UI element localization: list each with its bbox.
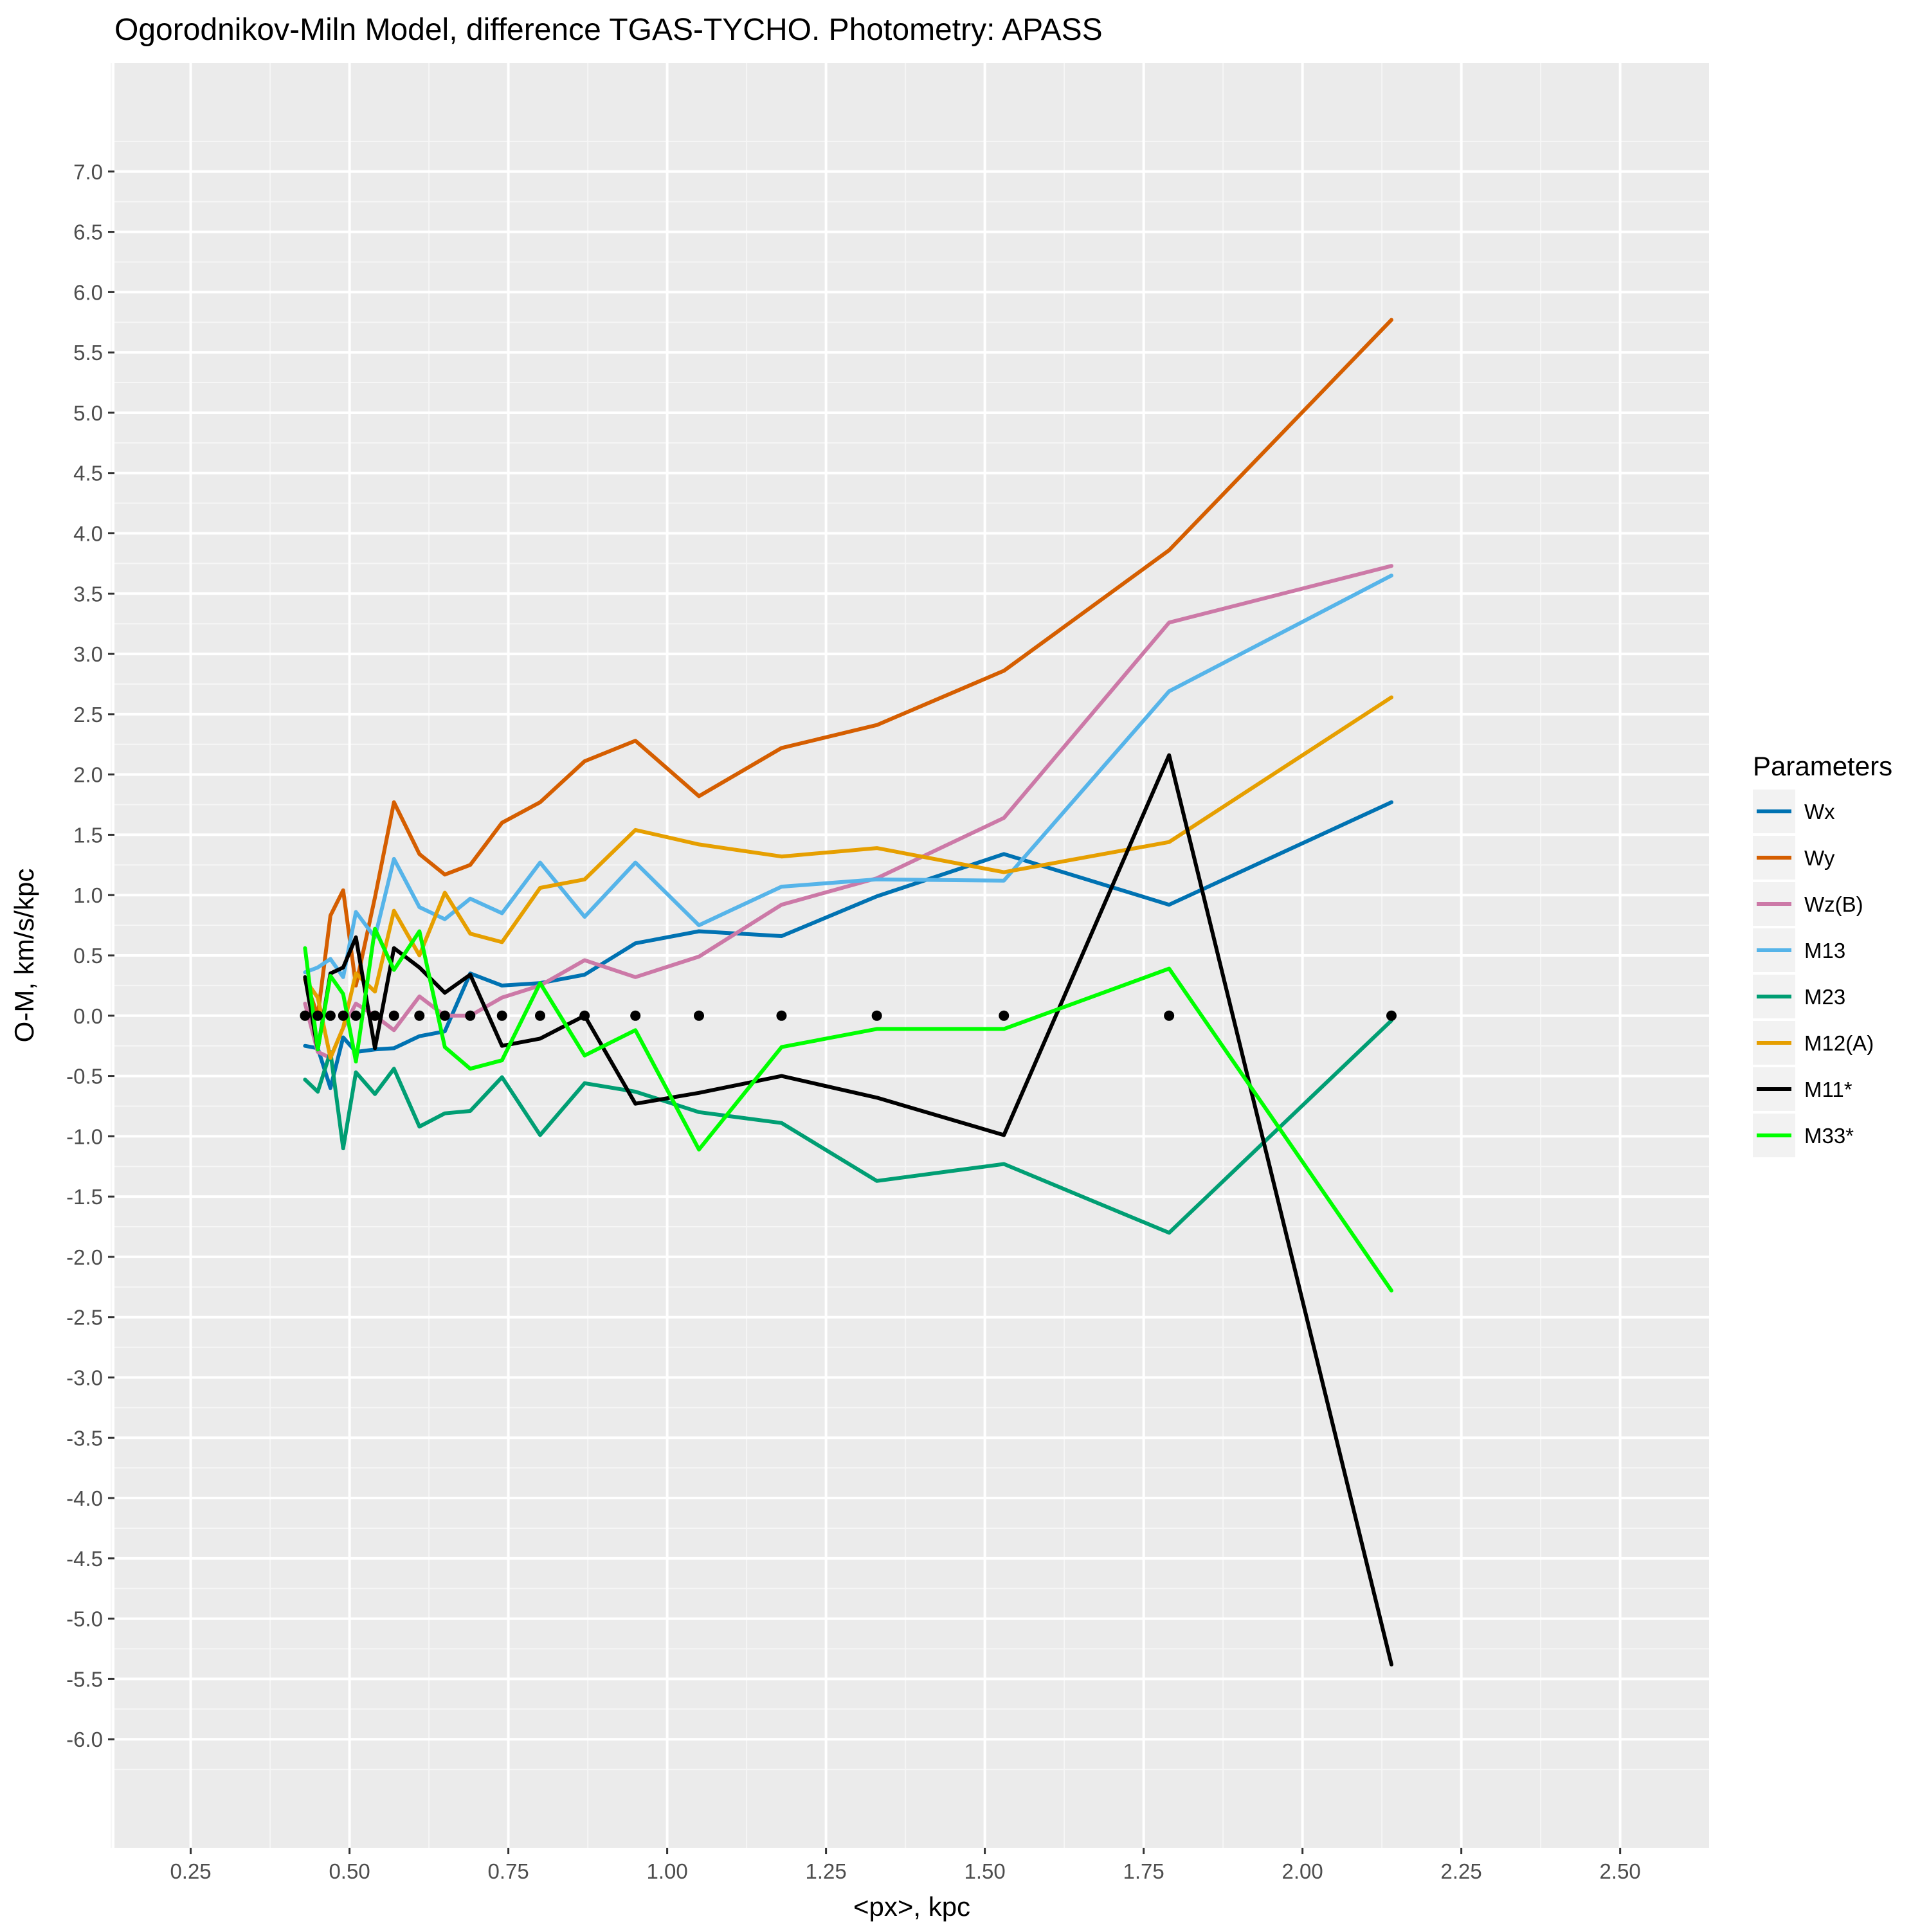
- x-tick-label: 1.50: [964, 1859, 1006, 1883]
- legend-label-wx: Wx: [1804, 800, 1835, 824]
- y-tick-label: 2.0: [73, 763, 103, 787]
- legend-label-m33: M33*: [1804, 1124, 1854, 1148]
- zero-marker-point: [579, 1010, 590, 1021]
- zero-marker-point: [370, 1010, 381, 1021]
- y-tick-label: 2.5: [73, 703, 103, 727]
- y-axis-label: O-M, km/s/kpc: [9, 869, 39, 1043]
- y-tick-label: -1.0: [66, 1124, 103, 1148]
- legend-label-m23: M23: [1804, 985, 1845, 1009]
- zero-marker-point: [1164, 1010, 1175, 1021]
- y-tick-label: -4.0: [66, 1486, 103, 1510]
- legend-label-wz-b: Wz(B): [1804, 892, 1863, 916]
- series-line-wy: [303, 318, 1393, 1018]
- legend-label-wy: Wy: [1804, 846, 1835, 870]
- series-line-m23: [303, 1018, 1393, 1235]
- y-tick-label: 4.5: [73, 462, 103, 485]
- zero-marker-point: [496, 1010, 507, 1021]
- y-tick-label: 4.0: [73, 522, 103, 546]
- x-axis-label: <px>, kpc: [853, 1891, 970, 1922]
- legend-label-m11: M11*: [1804, 1078, 1852, 1101]
- y-tick-label: -2.0: [66, 1245, 103, 1269]
- y-tick-label: 7.0: [73, 160, 103, 184]
- legend-title: Parameters: [1753, 751, 1892, 781]
- series-line-m33: [303, 926, 1393, 1293]
- y-tick-label: -5.5: [66, 1667, 103, 1691]
- zero-marker-point: [871, 1010, 882, 1021]
- y-tick-label: 0.5: [73, 944, 103, 968]
- y-tick-label: 6.5: [73, 221, 103, 244]
- x-tick-label: 2.00: [1282, 1859, 1323, 1883]
- y-tick-label: -3.5: [66, 1426, 103, 1450]
- zero-marker-point: [694, 1010, 705, 1021]
- y-tick-label: 3.5: [73, 582, 103, 606]
- zero-marker-point: [1386, 1010, 1397, 1021]
- y-tick-label: 1.5: [73, 823, 103, 847]
- zero-marker-point: [338, 1010, 349, 1021]
- series-line-m11: [303, 753, 1393, 1666]
- y-tick-label: -0.5: [66, 1065, 103, 1088]
- zero-marker-point: [414, 1010, 425, 1021]
- y-tick-label: 0.0: [73, 1004, 103, 1028]
- y-tick-label: -3.0: [66, 1366, 103, 1389]
- legend: Parameters Wx Wy Wz(B) M13 M23 M12(A) M11* M33*: [1753, 751, 1892, 1157]
- zero-marker-point: [300, 1010, 311, 1021]
- zero-marker-point: [999, 1010, 1010, 1021]
- zero-marker-point: [776, 1010, 787, 1021]
- zero-marker-point: [325, 1010, 336, 1021]
- x-tick-label: 0.50: [329, 1859, 370, 1883]
- y-tick-label: -6.0: [66, 1728, 103, 1751]
- y-tick-label: 5.0: [73, 401, 103, 425]
- x-tick-label: 0.25: [170, 1859, 211, 1883]
- x-tick-label: 1.25: [805, 1859, 846, 1883]
- grid-layer: [111, 63, 1709, 1848]
- legend-label-m13: M13: [1804, 939, 1845, 962]
- zero-marker-point: [312, 1010, 323, 1021]
- x-tick-label: 2.25: [1441, 1859, 1482, 1883]
- zero-marker-layer: [300, 1010, 1397, 1021]
- zero-marker-point: [534, 1010, 545, 1021]
- y-tick-label: -2.5: [66, 1306, 103, 1330]
- zero-marker-point: [388, 1010, 399, 1021]
- zero-marker-point: [465, 1010, 476, 1021]
- zero-marker-point: [439, 1010, 450, 1021]
- y-tick-label: -1.5: [66, 1185, 103, 1209]
- y-tick-label: 1.0: [73, 883, 103, 907]
- legend-label-m12-a: M12(A): [1804, 1031, 1874, 1055]
- series-line-wx: [303, 800, 1393, 1090]
- x-tick-label: 0.75: [487, 1859, 529, 1883]
- x-tick-label: 2.50: [1600, 1859, 1641, 1883]
- y-tick-label: 3.0: [73, 642, 103, 666]
- y-tick-label: 5.5: [73, 341, 103, 365]
- chart-title: Ogorodnikov-Miln Model, difference TGAS-…: [114, 13, 1103, 47]
- y-tick-label: 6.0: [73, 280, 103, 304]
- legend-items: Wx Wy Wz(B) M13 M23 M12(A) M11* M33*: [1753, 790, 1874, 1157]
- y-tick-label: -4.5: [66, 1547, 103, 1571]
- zero-marker-point: [350, 1010, 361, 1021]
- zero-marker-point: [630, 1010, 641, 1021]
- x-tick-label: 1.75: [1123, 1859, 1164, 1883]
- y-tick-label: -5.0: [66, 1607, 103, 1631]
- axis-layer: 0.25 0.50 0.75 1.00 1.25 1.50 1.75 2.00 2.25 2.50…: [66, 160, 1641, 1883]
- x-tick-label: 1.00: [646, 1859, 687, 1883]
